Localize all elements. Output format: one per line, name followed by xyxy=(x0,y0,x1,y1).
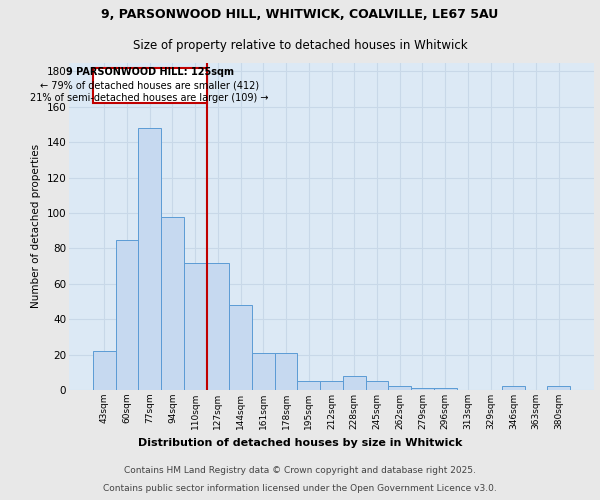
Bar xyxy=(298,381,320,390)
Text: 9, PARSONWOOD HILL, WHITWICK, COALVILLE, LE67 5AU: 9, PARSONWOOD HILL, WHITWICK, COALVILLE,… xyxy=(101,8,499,22)
Text: Size of property relative to detached houses in Whitwick: Size of property relative to detached ho… xyxy=(133,38,467,52)
Bar xyxy=(502,386,524,390)
Bar xyxy=(547,386,570,390)
Text: Contains public sector information licensed under the Open Government Licence v3: Contains public sector information licen… xyxy=(103,484,497,493)
Bar xyxy=(365,381,388,390)
Bar xyxy=(434,388,457,390)
Bar xyxy=(411,388,434,390)
Bar xyxy=(343,376,365,390)
Bar xyxy=(161,216,184,390)
Bar xyxy=(184,262,206,390)
Text: 21% of semi-detached houses are larger (109) →: 21% of semi-detached houses are larger (… xyxy=(31,94,269,104)
Bar xyxy=(116,240,139,390)
Bar xyxy=(320,381,343,390)
Bar xyxy=(229,305,252,390)
Text: 9 PARSONWOOD HILL: 125sqm: 9 PARSONWOOD HILL: 125sqm xyxy=(65,67,233,77)
Bar xyxy=(206,262,229,390)
Bar xyxy=(388,386,411,390)
Bar xyxy=(139,128,161,390)
Bar xyxy=(93,351,116,390)
Text: Distribution of detached houses by size in Whitwick: Distribution of detached houses by size … xyxy=(138,438,462,448)
Text: Contains HM Land Registry data © Crown copyright and database right 2025.: Contains HM Land Registry data © Crown c… xyxy=(124,466,476,475)
Bar xyxy=(275,353,298,390)
Y-axis label: Number of detached properties: Number of detached properties xyxy=(31,144,41,308)
Bar xyxy=(252,353,275,390)
FancyBboxPatch shape xyxy=(93,68,206,103)
Text: ← 79% of detached houses are smaller (412): ← 79% of detached houses are smaller (41… xyxy=(40,80,259,90)
